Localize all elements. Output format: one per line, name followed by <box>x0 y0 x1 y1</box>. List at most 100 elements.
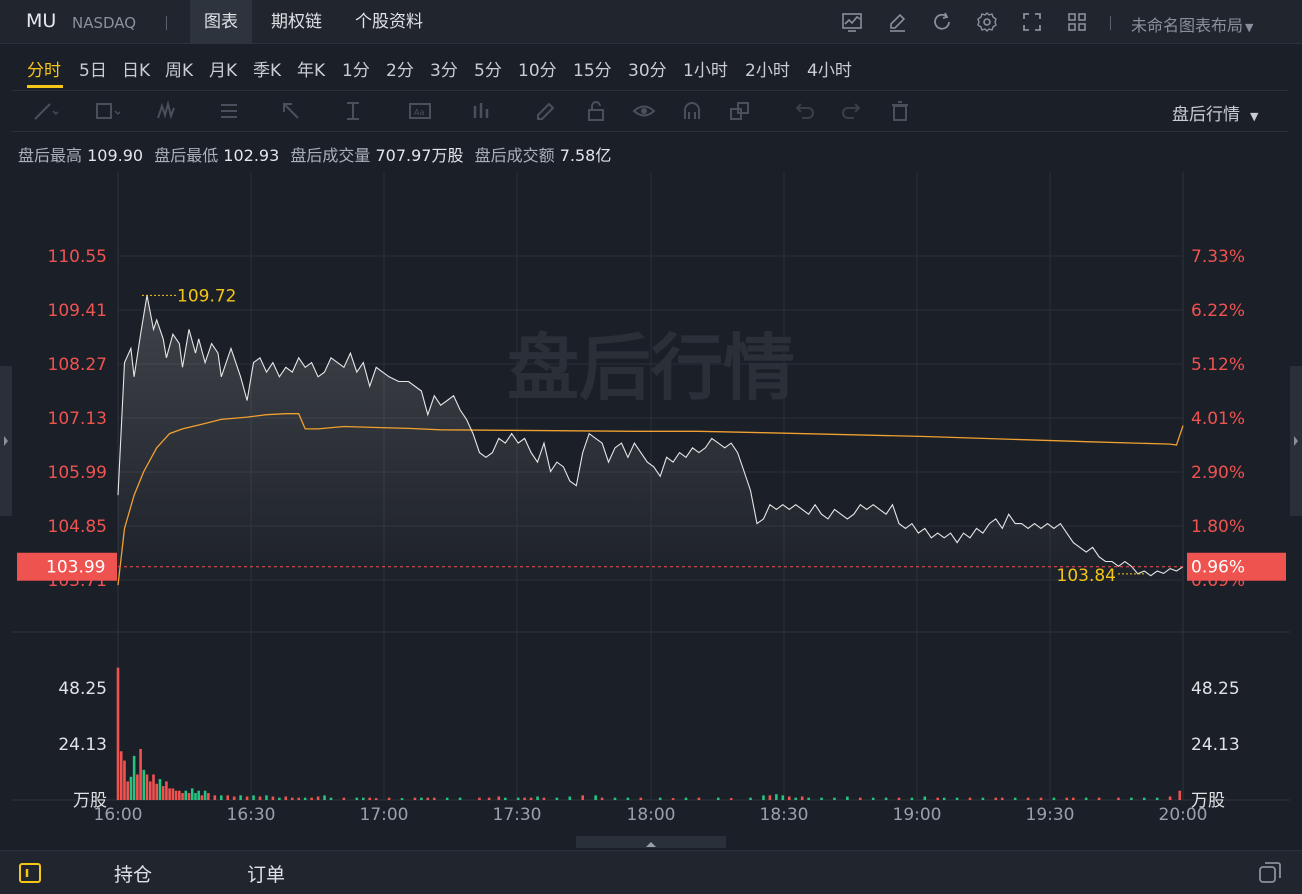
magnet-icon[interactable] <box>680 100 706 122</box>
period-item[interactable]: 3分 <box>430 61 458 81</box>
svg-text:Aa: Aa <box>414 108 424 117</box>
fullscreen-icon[interactable] <box>1021 11 1043 33</box>
redo-icon[interactable] <box>840 100 866 122</box>
period-item[interactable]: 月K <box>209 61 238 81</box>
undo-icon[interactable] <box>792 100 818 122</box>
tab-company-profile[interactable]: 个股资料 <box>355 12 423 32</box>
chevron-down-icon: ▼ <box>1245 21 1254 34</box>
left-panel-toggle[interactable] <box>0 366 12 516</box>
percent-tick-label: 1.80% <box>1191 517 1245 537</box>
volume-bar <box>1026 797 1030 800</box>
volume-bar <box>271 796 275 800</box>
period-item[interactable]: 1小时 <box>683 61 728 81</box>
eye-icon[interactable] <box>632 100 658 122</box>
period-item[interactable]: 周K <box>165 61 194 81</box>
measure-tool-icon[interactable] <box>342 100 368 122</box>
percent-tick-label: 6.22% <box>1191 301 1245 321</box>
period-item[interactable]: 2小时 <box>745 61 790 81</box>
period-item[interactable]: 日K <box>122 61 151 81</box>
x-tick-label: 16:30 <box>227 805 276 825</box>
volume-tick-label: 24.13 <box>58 735 107 755</box>
period-item[interactable]: 4小时 <box>807 61 852 81</box>
volume-bar <box>374 798 378 800</box>
volume-bar <box>639 797 643 800</box>
volume-bar <box>329 797 333 800</box>
trash-icon[interactable] <box>888 100 914 122</box>
period-item[interactable]: 1分 <box>342 61 370 81</box>
trendline-tool-icon[interactable] <box>32 100 58 122</box>
volume-bar <box>516 797 520 800</box>
volume-value: 707.97万股 <box>375 146 464 165</box>
layout-grid-icon[interactable] <box>1066 11 1088 33</box>
volume-bar <box>1065 797 1069 800</box>
clone-icon[interactable] <box>728 100 754 122</box>
brush-tool-icon[interactable] <box>534 100 560 122</box>
volume-bar <box>342 797 346 800</box>
tab-positions[interactable]: 持仓 <box>114 864 153 886</box>
volume-bar <box>278 797 281 800</box>
volume-bar <box>1013 797 1017 800</box>
price-tick-label: 110.55 <box>48 247 107 267</box>
volume-bar <box>487 797 491 800</box>
price-area-fill <box>118 295 1183 580</box>
panel-toggle-icon[interactable] <box>18 862 42 884</box>
volume-bar <box>658 797 662 800</box>
arrow-tool-icon[interactable] <box>280 100 306 122</box>
volume-bar <box>613 797 617 800</box>
volume-bar <box>119 751 123 800</box>
period-item[interactable]: 5分 <box>474 61 502 81</box>
intraday-chart[interactable]: 盘后行情 16:00 16:30 17:00 17:30 18:00 18:30 19:00… <box>0 0 1302 850</box>
divider <box>166 16 167 30</box>
volume-bar <box>1071 797 1075 800</box>
volume-bar <box>1155 797 1159 800</box>
period-item[interactable]: 季K <box>253 61 282 81</box>
volume-bar <box>142 769 146 800</box>
period-item[interactable]: 30分 <box>628 61 667 81</box>
exchange-label: NASDAQ <box>72 14 137 32</box>
period-item[interactable]: 2分 <box>386 61 414 81</box>
volume-bar <box>207 793 210 800</box>
volume-bar <box>807 797 810 800</box>
x-tick-label: 18:00 <box>627 805 676 825</box>
bar-chart-tool-icon[interactable] <box>470 100 496 122</box>
refresh-icon[interactable] <box>931 11 953 33</box>
text-tool-icon[interactable]: Aa <box>408 100 434 122</box>
volume-bar <box>316 796 320 800</box>
settings-gear-icon[interactable] <box>976 11 998 33</box>
collapse-panel-handle[interactable] <box>576 836 726 848</box>
volume-bar <box>445 797 449 800</box>
volume-bar <box>432 797 436 800</box>
volume-bar <box>194 793 197 800</box>
volume-bar <box>252 795 255 800</box>
indicator-icon[interactable] <box>841 11 863 33</box>
window-restore-icon[interactable] <box>1258 861 1282 885</box>
rectangle-tool-icon[interactable] <box>94 100 120 122</box>
volume-bar <box>846 796 849 800</box>
tab-options-chain[interactable]: 期权链 <box>271 12 322 32</box>
volume-bar <box>994 797 998 800</box>
volume-bar <box>884 797 888 800</box>
period-item[interactable]: 5日 <box>79 61 107 81</box>
price-tick-label: 104.85 <box>48 517 107 537</box>
fib-tool-icon[interactable] <box>218 100 244 122</box>
period-item[interactable]: 年K <box>297 61 326 81</box>
volume-bar <box>781 795 785 800</box>
volume-bar <box>413 797 417 800</box>
draw-pen-icon[interactable] <box>886 11 908 33</box>
period-item[interactable]: 分时 <box>27 61 61 81</box>
volume-bar <box>568 796 572 800</box>
period-item[interactable]: 15分 <box>573 61 612 81</box>
tab-chart[interactable]: 图表 <box>190 0 252 44</box>
volume-bar <box>542 797 546 800</box>
lock-icon[interactable] <box>584 100 610 122</box>
layout-name-dropdown[interactable]: 未命名图表布局 ▼ <box>1131 12 1253 36</box>
session-dropdown[interactable]: 盘后行情 ▼ <box>1172 100 1258 125</box>
period-item[interactable]: 10分 <box>518 61 557 81</box>
right-panel-toggle[interactable] <box>1290 366 1302 516</box>
volume-bar <box>245 796 249 800</box>
volume-bar <box>148 781 152 800</box>
percent-tick-label: 2.90% <box>1191 463 1245 483</box>
caret-down-icon: ▼ <box>1250 110 1259 123</box>
pattern-tool-icon[interactable] <box>156 100 182 122</box>
tab-orders[interactable]: 订单 <box>247 864 286 886</box>
